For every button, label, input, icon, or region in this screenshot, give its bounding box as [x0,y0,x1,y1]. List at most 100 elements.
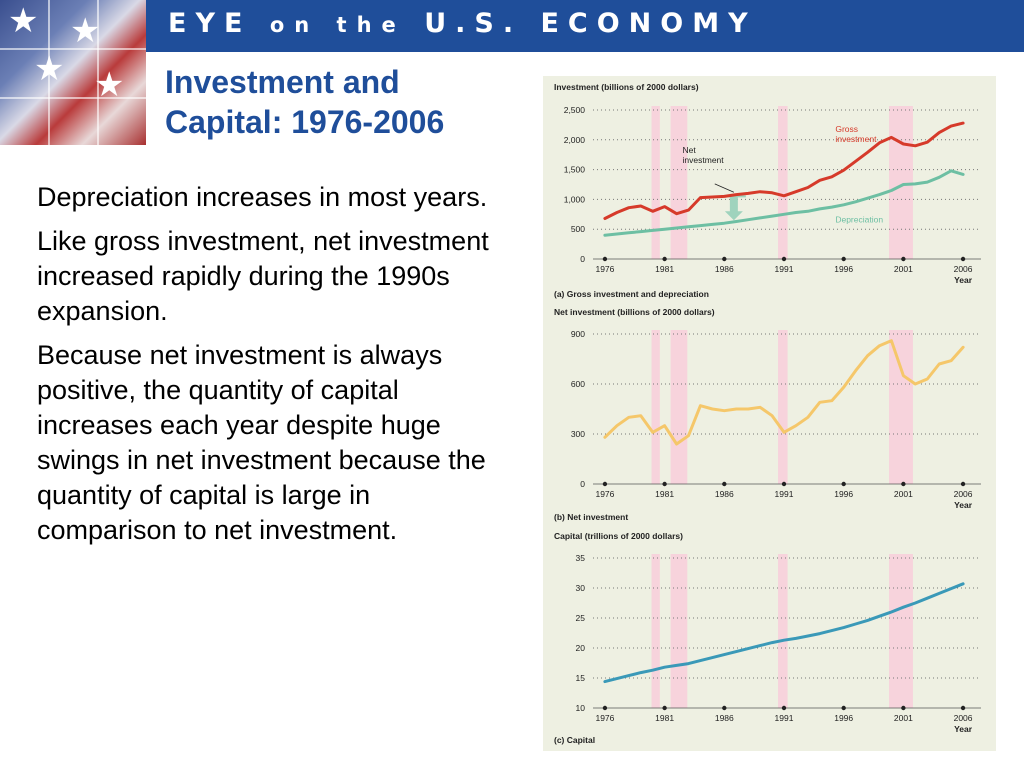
recession-band [670,554,688,708]
banner-title: EYE on the U.S. ECONOMY [168,8,757,39]
flag-grid-line [0,97,146,99]
x-tick-dot [662,256,667,262]
x-tick-label: 1991 [775,264,794,274]
paragraph-3: Because net investment is always positiv… [37,340,486,545]
x-tick-label: 1981 [655,264,674,274]
star-icon: ★ [8,2,39,40]
x-tick-label: 1986 [715,264,734,274]
x-tick-dot [781,705,787,711]
page-title-line-1: Investment and [165,64,400,100]
y-tick-label: 300 [571,429,585,439]
y-tick-label: 35 [576,553,586,563]
recession-band [651,106,660,259]
series-label-gross-investment: Gross investment [835,124,877,144]
series-line-gross-investment [603,121,965,220]
recession-band [651,554,660,708]
x-tick-dot [662,705,667,711]
banner-eye: EYE [168,8,252,39]
paragraph-2: Like gross investment, net investment in… [37,226,489,326]
y-tick-label: 30 [576,583,586,593]
charts-svg: 0 500 1,000 1,500 2,000 2,500 1976 1981 1986 1991… [554,82,981,745]
flag-grid-line [0,48,146,50]
x-axis-label: Year [954,724,973,734]
flag-grid-line [48,0,50,145]
x-tick-dot [960,256,966,262]
y-tick-label: 10 [576,703,586,713]
x-tick-dot [662,481,667,487]
x-tick-dot [901,705,906,711]
banner-on-the: on the [269,13,406,37]
chart-title: (b) Net investment [554,512,628,522]
recession-band [778,330,788,484]
x-tick-dot [602,481,608,487]
x-tick-label: 1986 [715,489,734,499]
y-tick-label: 600 [571,379,585,389]
x-tick-label: 1976 [595,489,614,499]
y-axis-label: Net investment (billions of 2000 dollars… [554,307,715,317]
page-title: Investment and Capital: 1976-2006 [165,62,535,142]
star-icon: ★ [70,12,101,50]
x-tick-label: 1986 [715,713,734,723]
x-tick-dot [901,256,906,262]
series-line-capital [603,582,965,684]
x-axis-label: Year [954,500,973,510]
x-tick-dot [602,256,608,262]
annotation-pointer [714,183,735,193]
y-tick-label: 0 [580,254,585,264]
series-line-depreciation [603,169,965,237]
y-tick-label: 25 [576,613,586,623]
recession-band [889,106,913,259]
annotation-net-investment: Net investment [683,145,725,165]
paragraph-1: Depreciation increases in most years. [37,182,488,212]
x-tick-dot [722,705,727,711]
series-line-net-investment [603,339,965,446]
y-tick-label: 2,500 [564,105,586,115]
x-tick-label: 2001 [894,264,913,274]
x-tick-label: 1991 [775,713,794,723]
x-tick-label: 1976 [595,713,614,723]
x-tick-label: 2006 [954,264,973,274]
y-tick-label: 500 [571,224,585,234]
y-tick-label: 15 [576,673,586,683]
x-tick-dot [722,256,727,262]
series-label-depreciation: Depreciation [835,215,883,225]
y-tick-label: 2,000 [564,135,586,145]
x-tick-label: 2006 [954,713,973,723]
star-icon: ★ [94,66,125,104]
x-tick-label: 2001 [894,713,913,723]
x-tick-label: 2006 [954,489,973,499]
chart-title: (a) Gross investment and depreciation [554,289,709,299]
x-tick-dot [781,481,787,487]
x-tick-label: 1981 [655,489,674,499]
x-tick-dot [841,256,846,262]
x-tick-dot [841,481,846,487]
recession-band [651,330,660,484]
recession-band [778,554,788,708]
x-tick-dot [960,481,966,487]
y-tick-label: 1,500 [564,165,586,175]
page-title-line-2: Capital: 1976-2006 [165,104,445,140]
net-investment-arrowhead [724,211,743,221]
y-tick-label: 900 [571,329,585,339]
y-tick-label: 1,000 [564,194,586,204]
flag-grid-line [97,0,99,145]
x-tick-dot [901,481,906,487]
x-tick-dot [602,705,608,711]
header-banner: EYE on the U.S. ECONOMY [0,0,1024,52]
y-tick-label: 20 [576,643,586,653]
y-tick-label: 0 [580,479,585,489]
x-tick-dot [960,705,966,711]
chart-panel: 0 500 1,000 1,500 2,000 2,500 1976 1981 1986 1991… [543,76,996,751]
x-tick-label: 2001 [894,489,913,499]
x-tick-dot [841,705,846,711]
recession-band [778,106,788,259]
flag-logo: ★ ★ ★ ★ [0,0,146,145]
x-tick-label: 1996 [834,264,853,274]
x-tick-label: 1981 [655,713,674,723]
recession-band [670,330,688,484]
x-tick-label: 1976 [595,264,614,274]
y-axis-label: Investment (billions of 2000 dollars) [554,82,699,92]
x-tick-label: 1996 [834,713,853,723]
recession-band [670,106,688,259]
x-tick-label: 1996 [834,489,853,499]
